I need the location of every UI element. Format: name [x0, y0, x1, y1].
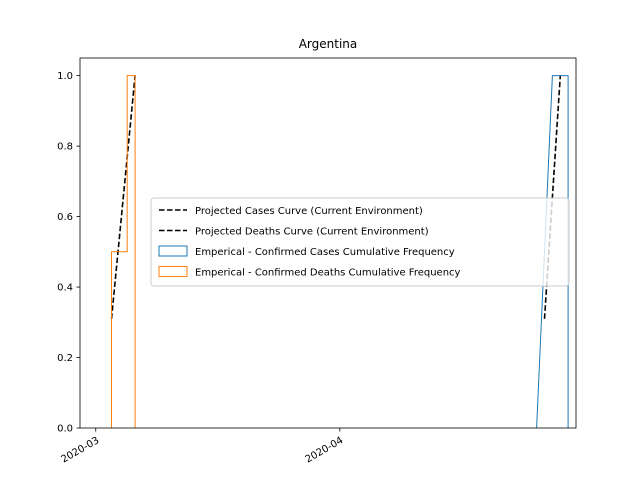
- legend-label: Emperical - Confirmed Cases Cumulative F…: [195, 247, 455, 258]
- y-tick-label: 0.0: [57, 424, 73, 435]
- y-tick-label: 1.0: [57, 71, 73, 82]
- empirical-step-3: [111, 75, 136, 428]
- legend: Projected Cases Curve (Current Environme…: [150, 197, 570, 287]
- legend-handle-patch: [158, 245, 188, 257]
- y-tick-label: 0.8: [57, 142, 73, 153]
- axes-layer: [79, 57, 577, 429]
- legend-label: Projected Cases Curve (Current Environme…: [195, 206, 423, 217]
- y-tick-label: 0.6: [57, 212, 73, 223]
- plot-frame: [79, 57, 577, 429]
- chart-title: Argentina: [299, 37, 358, 51]
- projected-curve-1: [110, 75, 136, 319]
- y-tick-label: 0.4: [57, 283, 73, 294]
- y-tick-label: 0.2: [57, 353, 73, 364]
- legend-handle-patch: [158, 266, 188, 277]
- y-axis: 0.0 0.2 0.4 0.6 0.8 1.0: [57, 71, 80, 435]
- legend-box: [150, 197, 570, 287]
- legend-label: Emperical - Confirmed Deaths Cumulative …: [195, 268, 461, 279]
- legend-label: Projected Deaths Curve (Current Environm…: [195, 227, 429, 238]
